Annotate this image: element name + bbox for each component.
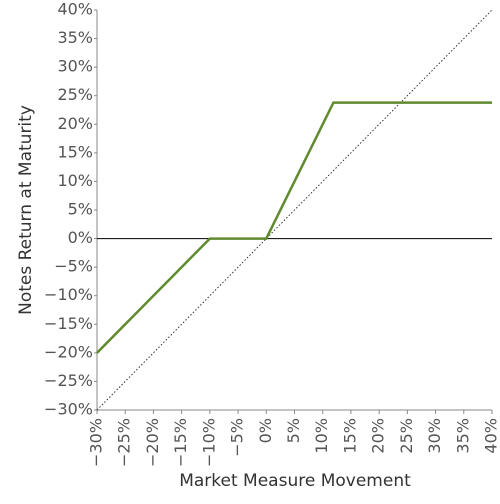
y-tick-label: −20% <box>44 342 93 361</box>
line <box>97 103 492 353</box>
y-tick-label: 5% <box>68 200 93 219</box>
x-axis-title: Market Measure Movement <box>179 471 411 491</box>
x-tick-label: 30% <box>425 418 444 454</box>
y-tick-label: 25% <box>57 85 93 104</box>
x-tick-label: 15% <box>340 418 359 454</box>
line <box>97 10 492 410</box>
y-tick-label: −15% <box>44 314 93 333</box>
y-tick-label: 15% <box>57 142 93 161</box>
x-tick-label: 20% <box>369 418 388 454</box>
y-tick-label: 10% <box>57 171 93 190</box>
x-tick-label: −25% <box>115 418 134 467</box>
x-tick-label: 0% <box>256 418 275 443</box>
x-tick-label: 10% <box>312 418 331 454</box>
y-axis-title: Notes Return at Maturity <box>16 105 36 315</box>
y-tick-label: −25% <box>44 371 93 390</box>
x-tick-label: −10% <box>199 418 218 467</box>
x-tick-label: 5% <box>284 418 303 443</box>
y-tick-label: 35% <box>57 28 93 47</box>
y-tick-label: 30% <box>57 57 93 76</box>
x-tick-label: −5% <box>228 418 247 457</box>
x-tick-label: 40% <box>482 418 500 454</box>
x-tick-label: −15% <box>171 418 190 467</box>
x-tick-label: 25% <box>397 418 416 454</box>
y-tick-label: 0% <box>68 228 93 247</box>
x-tick-label: 35% <box>453 418 472 454</box>
y-tick-label: 20% <box>57 114 93 133</box>
y-tick-label: −10% <box>44 285 93 304</box>
y-tick-label: −30% <box>44 400 93 419</box>
x-tick-label: −20% <box>143 418 162 467</box>
y-tick-label: 40% <box>57 0 93 19</box>
y-tick-label: −5% <box>54 257 93 276</box>
x-tick-label: −30% <box>87 418 106 467</box>
